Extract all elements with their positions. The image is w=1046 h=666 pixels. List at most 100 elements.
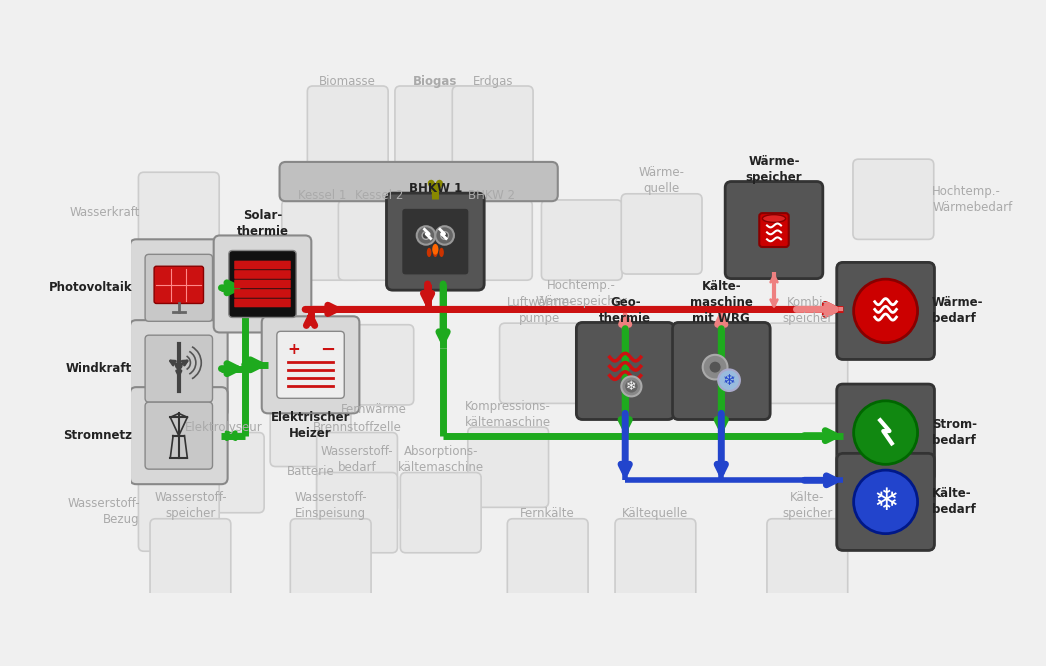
FancyBboxPatch shape: [507, 519, 588, 599]
Text: Wärme-
quelle: Wärme- quelle: [639, 166, 685, 195]
FancyBboxPatch shape: [673, 322, 770, 420]
FancyBboxPatch shape: [138, 172, 220, 252]
Text: Absorptions-
kältemaschine: Absorptions- kältemaschine: [397, 445, 484, 474]
FancyBboxPatch shape: [767, 519, 847, 599]
Text: Kälte-
bedarf: Kälte- bedarf: [932, 488, 976, 516]
Ellipse shape: [432, 244, 438, 254]
FancyBboxPatch shape: [317, 473, 397, 553]
Text: Wasserkraft: Wasserkraft: [70, 206, 140, 219]
FancyBboxPatch shape: [452, 86, 533, 166]
FancyBboxPatch shape: [759, 213, 789, 247]
Text: ❄: ❄: [723, 373, 735, 388]
FancyBboxPatch shape: [281, 200, 363, 280]
FancyBboxPatch shape: [333, 325, 414, 405]
Text: Biomasse: Biomasse: [319, 75, 377, 87]
Text: Erdgas: Erdgas: [473, 75, 513, 87]
Text: ❄: ❄: [627, 380, 637, 393]
FancyBboxPatch shape: [279, 162, 558, 201]
FancyBboxPatch shape: [725, 182, 823, 278]
FancyBboxPatch shape: [154, 266, 204, 304]
FancyBboxPatch shape: [395, 86, 476, 166]
Ellipse shape: [439, 248, 444, 257]
Text: Kälte-
maschine
mit WRG: Kälte- maschine mit WRG: [690, 280, 753, 325]
FancyBboxPatch shape: [234, 270, 291, 279]
FancyBboxPatch shape: [767, 323, 847, 404]
Circle shape: [423, 232, 430, 239]
Text: Luftwärme-
pumpe: Luftwärme- pumpe: [506, 296, 573, 325]
FancyBboxPatch shape: [229, 250, 296, 318]
Text: Wasserstoff-
speicher: Wasserstoff- speicher: [154, 492, 227, 520]
Circle shape: [435, 226, 454, 244]
FancyBboxPatch shape: [673, 322, 770, 420]
Circle shape: [703, 355, 728, 380]
FancyBboxPatch shape: [145, 335, 212, 402]
FancyBboxPatch shape: [615, 519, 696, 599]
FancyBboxPatch shape: [852, 159, 934, 239]
Text: Wärme-
speicher: Wärme- speicher: [746, 155, 802, 184]
Text: Kältequelle: Kältequelle: [622, 507, 688, 520]
FancyBboxPatch shape: [837, 384, 934, 481]
Ellipse shape: [433, 248, 437, 257]
FancyBboxPatch shape: [130, 387, 228, 484]
Text: Biogas: Biogas: [413, 75, 457, 87]
Text: Hochtemp.-
Wärmebedarf: Hochtemp.- Wärmebedarf: [932, 184, 1013, 214]
FancyBboxPatch shape: [837, 454, 934, 550]
Circle shape: [624, 380, 638, 394]
Text: Wärme-
bedarf: Wärme- bedarf: [932, 296, 983, 326]
FancyBboxPatch shape: [277, 331, 344, 398]
Text: Wasserstoff-
Bezug: Wasserstoff- Bezug: [67, 497, 140, 525]
FancyBboxPatch shape: [183, 432, 265, 513]
Text: BHKW 2: BHKW 2: [469, 188, 516, 202]
FancyBboxPatch shape: [138, 471, 220, 551]
Text: Photovoltaik: Photovoltaik: [49, 281, 132, 294]
FancyBboxPatch shape: [500, 323, 581, 404]
FancyBboxPatch shape: [387, 193, 484, 290]
Circle shape: [416, 226, 435, 244]
FancyBboxPatch shape: [452, 200, 532, 280]
Circle shape: [854, 470, 917, 533]
FancyBboxPatch shape: [837, 262, 934, 360]
FancyBboxPatch shape: [725, 182, 823, 278]
FancyBboxPatch shape: [234, 289, 291, 298]
FancyBboxPatch shape: [130, 239, 228, 336]
FancyBboxPatch shape: [837, 384, 934, 481]
Text: Kälte-
speicher: Kälte- speicher: [782, 492, 833, 520]
Text: Fernkälte: Fernkälte: [520, 507, 575, 520]
FancyBboxPatch shape: [130, 320, 228, 417]
Text: Solar-
thermie: Solar- thermie: [236, 208, 289, 238]
FancyBboxPatch shape: [145, 402, 212, 469]
Text: Elektrischer
Heizer: Elektrischer Heizer: [271, 411, 350, 440]
Ellipse shape: [763, 214, 786, 222]
FancyBboxPatch shape: [576, 322, 674, 420]
Text: Brennstoffzelle: Brennstoffzelle: [313, 421, 402, 434]
Circle shape: [854, 401, 917, 464]
Text: +: +: [288, 342, 300, 358]
FancyBboxPatch shape: [468, 427, 548, 507]
FancyBboxPatch shape: [291, 519, 371, 599]
Circle shape: [854, 279, 917, 343]
FancyBboxPatch shape: [234, 298, 291, 307]
Ellipse shape: [427, 248, 431, 257]
FancyBboxPatch shape: [150, 519, 231, 599]
FancyBboxPatch shape: [387, 193, 484, 290]
Text: Batterie: Batterie: [287, 465, 335, 478]
Text: Kessel 1: Kessel 1: [298, 188, 346, 202]
Circle shape: [719, 370, 740, 391]
FancyBboxPatch shape: [234, 280, 291, 288]
Text: Wasserstoff-
bedarf: Wasserstoff- bedarf: [321, 445, 393, 474]
Circle shape: [709, 361, 722, 373]
Text: Elektrolyseur: Elektrolyseur: [185, 421, 263, 434]
FancyBboxPatch shape: [317, 432, 397, 513]
Circle shape: [621, 376, 641, 396]
Text: Kessel 2: Kessel 2: [355, 188, 403, 202]
FancyBboxPatch shape: [542, 200, 622, 280]
Text: Fernwärme: Fernwärme: [340, 404, 406, 416]
Text: Strom-
bedarf: Strom- bedarf: [932, 418, 977, 447]
Text: Wasserstoff-
Einspeisung: Wasserstoff- Einspeisung: [294, 492, 367, 520]
Text: Windkraft: Windkraft: [66, 362, 132, 375]
Text: Kombi-
speicher: Kombi- speicher: [782, 296, 833, 325]
Text: Geo-
thermie: Geo- thermie: [599, 296, 652, 325]
FancyBboxPatch shape: [234, 260, 291, 269]
Circle shape: [440, 232, 449, 239]
Text: Hochtemp.-
Wärmespeicher: Hochtemp.- Wärmespeicher: [536, 278, 628, 308]
